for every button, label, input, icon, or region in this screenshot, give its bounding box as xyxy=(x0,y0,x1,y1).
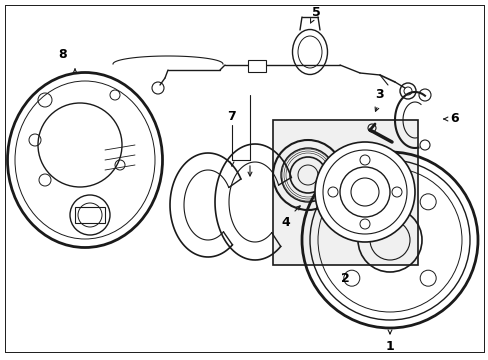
Circle shape xyxy=(314,142,414,242)
Text: 5: 5 xyxy=(311,6,320,19)
Text: 6: 6 xyxy=(450,112,458,126)
Bar xyxy=(272,120,417,265)
Text: 7: 7 xyxy=(227,111,236,123)
Bar xyxy=(75,207,105,223)
Text: 3: 3 xyxy=(375,89,384,102)
Text: 8: 8 xyxy=(59,49,67,62)
Text: 4: 4 xyxy=(281,216,290,230)
Bar xyxy=(247,60,265,72)
Text: 1: 1 xyxy=(385,339,393,352)
Text: 2: 2 xyxy=(340,273,348,285)
